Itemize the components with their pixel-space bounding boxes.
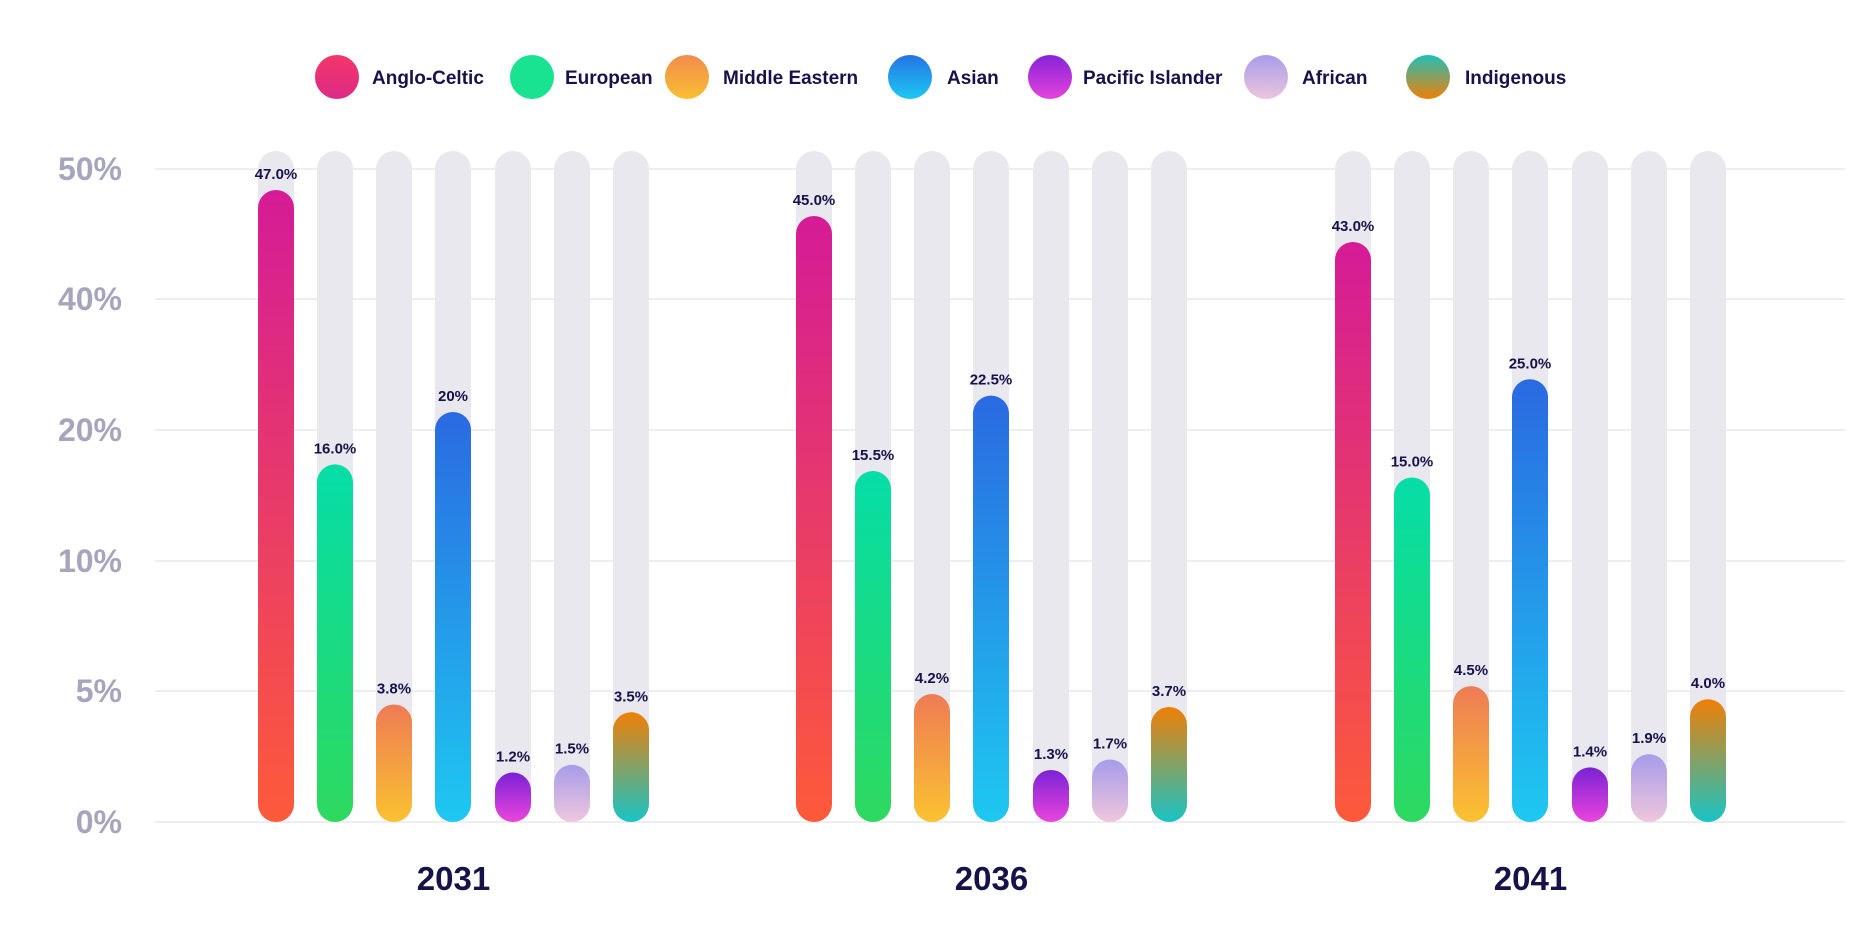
value-label: 4.5%	[1454, 662, 1488, 679]
value-label: 16.0%	[314, 440, 357, 457]
y-tick-label: 10%	[58, 543, 122, 579]
bar-pacific-islander-2036	[1033, 769, 1069, 822]
legend-swatch	[1406, 55, 1450, 99]
bar-asian-2031	[435, 412, 471, 822]
value-label: 45.0%	[793, 192, 836, 209]
value-label: 3.5%	[614, 688, 648, 705]
value-label: 43.0%	[1332, 218, 1375, 235]
legend-swatch	[510, 55, 554, 99]
bar-pacific-islander-2041	[1572, 767, 1608, 822]
legend-label: Anglo-Celtic	[372, 68, 484, 89]
y-tick-label: 0%	[76, 804, 122, 840]
y-tick-label: 5%	[76, 673, 122, 709]
bar-track	[1033, 151, 1069, 822]
x-tick-label: 2041	[1494, 860, 1567, 897]
bar-track	[495, 151, 531, 822]
bar-track	[554, 151, 590, 822]
x-tick-label: 2031	[417, 860, 490, 897]
bar-track	[1690, 151, 1726, 822]
value-label: 4.2%	[915, 670, 949, 687]
legend-item-asian: Asian	[888, 55, 999, 99]
bar-indigenous-2041	[1690, 699, 1726, 822]
bar-indigenous-2031	[613, 712, 649, 822]
bar-track	[1572, 151, 1608, 822]
legend-label: European	[565, 68, 653, 89]
value-label: 4.0%	[1691, 675, 1725, 692]
legend-swatch	[1028, 55, 1072, 99]
legend-item-indigenous: Indigenous	[1406, 55, 1566, 99]
bar-middle-eastern-2036	[914, 693, 950, 822]
bar-african-2041	[1631, 754, 1667, 822]
legend-item-pacific-islander: Pacific Islander	[1028, 55, 1223, 99]
value-label: 1.4%	[1573, 743, 1607, 760]
bar-european-2031	[317, 464, 353, 822]
bar-pacific-islander-2031	[495, 772, 531, 822]
bar-track	[1092, 151, 1128, 822]
legend-item-anglo-celtic: Anglo-Celtic	[315, 55, 484, 99]
bar-middle-eastern-2041	[1453, 686, 1489, 822]
value-label: 1.5%	[555, 741, 589, 758]
bar-track	[914, 151, 950, 822]
legend: Anglo-Celtic European Middle Eastern Asian P…	[315, 55, 1566, 99]
bar-track	[1151, 151, 1187, 822]
legend-label: African	[1302, 68, 1367, 89]
x-tick-label: 2036	[955, 860, 1028, 897]
bar-track	[376, 151, 412, 822]
value-label: 3.8%	[377, 680, 411, 697]
y-axis: 0% 5% 10% 20% 40% 50%	[58, 151, 122, 840]
legend-item-middle-eastern: Middle Eastern	[665, 55, 858, 99]
value-label: 22.5%	[970, 372, 1013, 389]
legend-item-european: European	[510, 55, 653, 99]
legend-label: Middle Eastern	[723, 68, 858, 89]
y-tick-label: 20%	[58, 412, 122, 448]
bar-anglo-celtic-2036	[796, 216, 832, 822]
bar-european-2036	[855, 470, 891, 822]
value-label: 3.7%	[1152, 683, 1186, 700]
y-tick-label: 40%	[58, 281, 122, 317]
bar-african-2031	[554, 764, 590, 822]
value-label: 47.0%	[255, 166, 298, 183]
value-label: 1.2%	[496, 749, 530, 766]
legend-label: Asian	[947, 68, 999, 89]
legend-label: Indigenous	[1465, 68, 1566, 89]
bar-middle-eastern-2031	[376, 704, 412, 822]
value-label: 15.5%	[852, 447, 895, 464]
bar-indigenous-2036	[1151, 707, 1187, 822]
legend-swatch	[315, 55, 359, 99]
legend-swatch	[1244, 55, 1288, 99]
bar-anglo-celtic-2031	[258, 190, 294, 822]
value-label: 1.9%	[1632, 730, 1666, 747]
bar-african-2036	[1092, 759, 1128, 822]
value-label: 15.0%	[1391, 454, 1434, 471]
bar-asian-2041	[1512, 379, 1548, 822]
bar-asian-2036	[973, 395, 1009, 822]
x-axis: 2031 2036 2041	[417, 860, 1567, 897]
value-label: 25.0%	[1509, 355, 1552, 372]
value-label: 20%	[438, 388, 468, 405]
bars	[258, 190, 1726, 822]
legend-label: Pacific Islander	[1083, 68, 1223, 89]
bar-track	[613, 151, 649, 822]
bar-track	[1631, 151, 1667, 822]
legend-item-african: African	[1244, 55, 1367, 99]
y-tick-label: 50%	[58, 151, 122, 187]
legend-swatch	[665, 55, 709, 99]
bar-european-2041	[1394, 477, 1430, 822]
value-label: 1.7%	[1093, 735, 1127, 752]
bar-track	[1453, 151, 1489, 822]
value-label: 1.3%	[1034, 746, 1068, 763]
legend-swatch	[888, 55, 932, 99]
bar-anglo-celtic-2041	[1335, 242, 1371, 822]
value-labels: 47.0% 16.0% 3.8% 20% 1.2% 1.5% 3.5% 45.0% 15.5% 4…	[255, 166, 1725, 766]
